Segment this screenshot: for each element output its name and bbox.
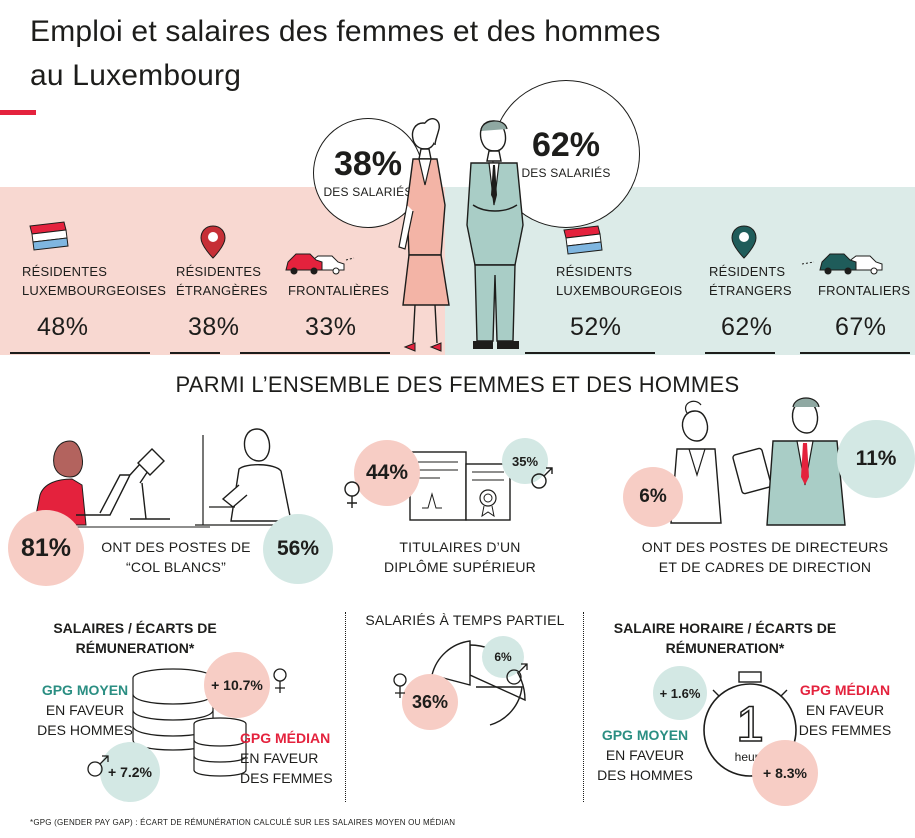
men-cat-2-value: 62% <box>721 313 773 341</box>
white-collar-women-value: 81% <box>20 533 72 562</box>
white-collar-men-circle: 56% <box>263 514 333 584</box>
hourly-median-block: GPG MÉDIAN EN FAVEUR DES FEMMES <box>790 680 900 740</box>
diploma-caption: TITULAIRES D’UN DIPLÔME SUPÉRIEUR <box>384 539 536 575</box>
clock-digit: 1 <box>735 696 764 752</box>
salaries-median-block: GPG MÉDIAN EN FAVEUR DES FEMMES <box>240 728 350 788</box>
male-symbol-icon <box>87 755 109 777</box>
directors-caption: ONT DES POSTES DE DIRECTEURS ET DE CADRE… <box>641 539 889 575</box>
diploma-icon <box>409 451 511 521</box>
women-share-value: 38% <box>333 145 403 183</box>
part-time-title: SALARIÉS À TEMPS PARTIEL <box>365 612 565 628</box>
salaries-mean-block: GPG MOYEN EN FAVEUR DES HOMMES <box>30 680 140 740</box>
women-cat-1-underline <box>10 352 150 354</box>
salaries-title: SALAIRES / ÉCARTS DE RÉMUNERATION* <box>53 620 217 656</box>
part-time-men-value: 6% <box>494 650 512 664</box>
men-share-value: 62% <box>531 126 601 164</box>
salaries-mean-circle: + 7.2% <box>100 742 160 802</box>
salaries-mean-label: GPG MOYEN <box>41 682 129 698</box>
directors-men-value: 11% <box>855 447 897 470</box>
women-cat-2-underline <box>170 352 220 354</box>
diploma-women-circle: 44% <box>354 440 420 506</box>
white-collar-women-circle: 81% <box>8 510 84 586</box>
men-cat-1-value: 52% <box>570 313 622 341</box>
title-line-2: au Luxembourg <box>30 59 242 92</box>
car-icon <box>801 253 883 275</box>
map-pin-icon <box>731 225 757 259</box>
women-cat-1-label: RÉSIDENTES LUXEMBOURGEOISES <box>22 264 167 298</box>
women-cat-3-underline <box>240 352 390 354</box>
directors-women-circle: 6% <box>623 467 683 527</box>
white-collar-men-value: 56% <box>276 537 320 560</box>
women-share-label: DES SALARIÉS <box>323 185 413 199</box>
female-symbol-icon <box>393 673 407 698</box>
salaries-median-label: GPG MÉDIAN <box>240 730 331 746</box>
car-icon <box>285 253 355 275</box>
men-cat-1-underline <box>525 352 655 354</box>
hourly-title: SALAIRE HORAIRE / ÉCARTS DE RÉMUNERATION… <box>613 620 837 656</box>
title-line-1: Emploi et salaires des femmes et des hom… <box>30 15 661 48</box>
salaries-mean-value: + 7.2% <box>108 764 152 780</box>
salaries-median-circle: + 10.7% <box>204 652 270 718</box>
accent-bar <box>0 110 36 115</box>
part-time-women-circle: 36% <box>402 674 458 730</box>
hourly-median-value: + 8.3% <box>763 765 807 781</box>
standing-woman-icon <box>398 118 450 352</box>
directors-men-circle: 11% <box>837 420 915 498</box>
hourly-median-label: GPG MÉDIAN <box>799 682 891 698</box>
hourly-mean-block: GPG MOYEN EN FAVEUR DES HOMMES <box>590 725 700 785</box>
women-cat-2-label: RÉSIDENTES ÉTRANGÈRES <box>176 264 268 298</box>
male-symbol-icon <box>531 467 553 489</box>
men-cat-1-label: RÉSIDENTS LUXEMBOURGEOIS <box>556 264 683 298</box>
female-symbol-icon <box>273 668 287 693</box>
business-people-icon <box>670 397 846 526</box>
men-cat-3-value: 67% <box>835 313 887 341</box>
map-pin-icon <box>200 225 226 259</box>
women-cat-1-value: 48% <box>37 313 89 341</box>
women-cat-3-value: 33% <box>305 313 357 341</box>
men-cat-3-label: FRONTALIERS <box>818 283 911 298</box>
flag-icon <box>29 221 69 251</box>
diploma-women-value: 44% <box>365 461 409 484</box>
hourly-mean-label: GPG MOYEN <box>601 727 689 743</box>
hourly-median-circle: + 8.3% <box>752 740 818 806</box>
flag-icon <box>563 225 603 255</box>
salaries-median-value: + 10.7% <box>211 677 263 693</box>
standing-man-icon <box>466 120 524 349</box>
directors-women-value: 6% <box>639 486 667 507</box>
diploma-men-value: 35% <box>511 453 539 469</box>
footnote: *GPG (GENDER PAY GAP) : ÉCART DE RÉMUNÉR… <box>30 818 456 827</box>
men-share-label: DES SALARIÉS <box>521 166 611 180</box>
coin-stack-icon <box>132 668 247 777</box>
white-collar-caption: ONT DES POSTES DE “COL BLANCS” <box>101 539 251 575</box>
separator-right <box>583 612 584 802</box>
men-cat-2-underline <box>705 352 775 354</box>
men-cat-2-label: RÉSIDENTS ÉTRANGERS <box>709 264 792 298</box>
hourly-mean-circle: + 1.6% <box>653 666 707 720</box>
hourly-mean-value: + 1.6% <box>659 685 701 701</box>
women-share-bubble: 38% DES SALARIÉS <box>313 118 423 228</box>
diploma-men-circle: 35% <box>502 438 548 484</box>
women-cat-2-value: 38% <box>188 313 240 341</box>
male-symbol-icon <box>506 663 528 685</box>
female-symbol-icon <box>344 481 360 508</box>
women-cat-3-label: FRONTALIÈRES <box>288 283 390 298</box>
separator-left <box>345 612 346 802</box>
section-heading: PARMI L’ENSEMBLE DES FEMMES ET DES HOMME… <box>175 372 740 397</box>
men-cat-3-underline <box>800 352 910 354</box>
part-time-women-value: 36% <box>411 691 449 712</box>
page-title: Emploi et salaires des femmes et des hom… <box>30 10 730 98</box>
